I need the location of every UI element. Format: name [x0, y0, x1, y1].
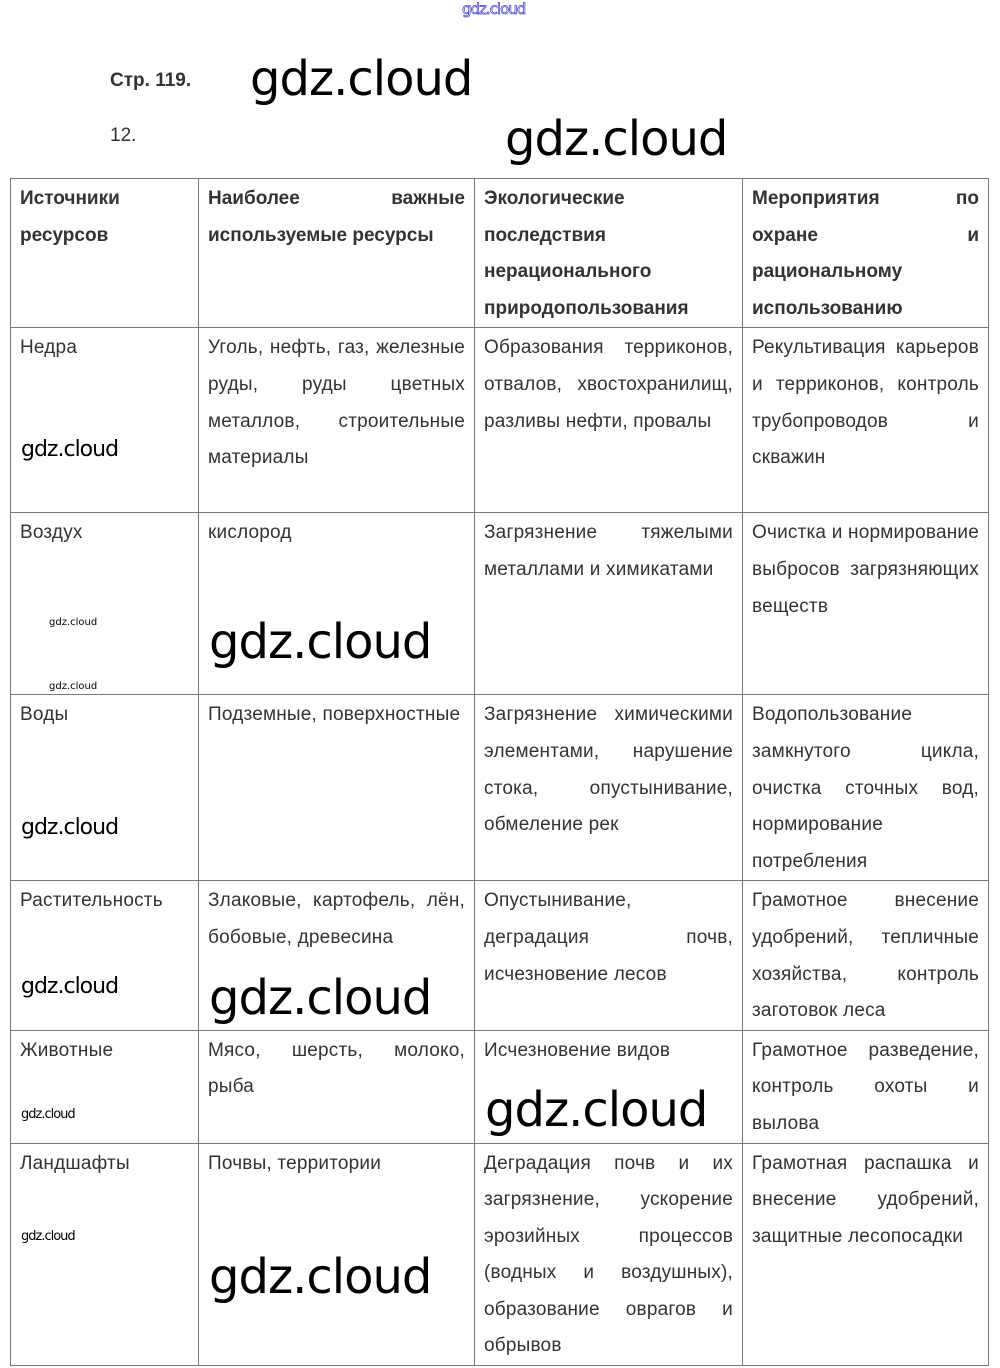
page-reference: Стр. 119. [110, 70, 192, 91]
watermark: gdz.cloud [250, 51, 473, 107]
table-row: Воды gdz.cloud Подземные, поверхностные … [10, 694, 989, 882]
cell-text: Грамотная распашка и внесение удобрений,… [752, 1152, 979, 1247]
cell-text: Загрязнение тяжелыми металлами и химикат… [484, 522, 733, 580]
cell-text: Исчезновение видов [484, 1039, 671, 1061]
table-cell: Грамотное внесение удобрений, тепличные … [742, 880, 989, 1031]
table-cell: Исчезновение видов gdz.cloud [474, 1029, 743, 1144]
cell-text: кислород [208, 522, 292, 544]
watermark: gdz.cloud [49, 616, 98, 628]
table-cell: Деградация почв и их загрязнение, ускоре… [474, 1142, 743, 1367]
cell-text: Рекультивация карьеров и терриконов, кон… [752, 337, 979, 469]
cell-text: Воды [20, 704, 69, 726]
cell-text: Ландшафты [20, 1152, 130, 1174]
table-cell: Очистка и нормирование выбросов загрязня… [742, 512, 989, 696]
watermark: gdz.cloud [485, 1082, 708, 1139]
table-cell: Растительность gdz.cloud [10, 880, 199, 1031]
cell-text: Злаковые, картофель, лён, бобовые, древе… [208, 890, 465, 948]
table-cell: Подземные, поверхностные [198, 694, 475, 882]
header-cell: Мероприятия по охране и рациональному ис… [742, 177, 989, 329]
header-text: Экологические последствия нерациональног… [484, 188, 689, 319]
watermark: gdz.cloud [462, 0, 527, 18]
resources-table: Источники ресурсов Наиболее важные испол… [10, 177, 989, 1367]
watermark: gdz.cloud [21, 815, 119, 841]
cell-text: Мясо, шерсть, молоко, рыба [208, 1039, 465, 1098]
table-cell: Недра gdz.cloud [10, 327, 199, 514]
header-text: Источники ресурсов [20, 188, 120, 246]
table-row: Ландшафты gdz.cloud Почвы, территории gd… [10, 1142, 989, 1367]
table-cell: Уголь, нефть, газ, железные руды, руды ц… [198, 327, 475, 514]
table-cell: Загрязнение химическими элементами, нару… [474, 694, 743, 882]
table-row: Воздух gdz.cloud gdz.cloud кислород gdz.… [10, 512, 989, 696]
header-text: Мероприятия по охране и рациональному ис… [752, 188, 979, 319]
table-cell: кислород gdz.cloud [198, 512, 475, 696]
cell-text: Растительность [20, 890, 163, 912]
table-cell: Загрязнение тяжелыми металлами и химикат… [474, 512, 743, 696]
cell-text: Животные [20, 1039, 114, 1061]
table-cell: Ландшафты gdz.cloud [10, 1142, 199, 1367]
table-cell: Мясо, шерсть, молоко, рыба [198, 1029, 475, 1144]
table-cell: Воды gdz.cloud [10, 694, 199, 882]
header-text: Наиболее важные используемые ресурсы [208, 188, 465, 246]
cell-text: Грамотное внесение удобрений, тепличные … [752, 890, 979, 1022]
watermark: gdz.cloud [209, 969, 432, 1026]
table-cell: Воздух gdz.cloud gdz.cloud [10, 512, 199, 696]
table-cell: Грамотная распашка и внесение удобрений,… [742, 1142, 989, 1367]
cell-text: Подземные, поверхностные [208, 704, 461, 726]
header-cell: Источники ресурсов [10, 177, 199, 329]
table-row: Недра gdz.cloud Уголь, нефть, газ, желез… [10, 327, 989, 514]
table-row: Растительность gdz.cloud Злаковые, карто… [10, 880, 989, 1031]
watermark: gdz.cloud [21, 1229, 76, 1245]
cell-text: Опустынивание, деградация почв, исчезнов… [484, 890, 733, 985]
cell-text: Грамотное разведение, контроль охоты и в… [752, 1039, 979, 1134]
exercise-number: 12. [110, 125, 137, 146]
watermark: gdz.cloud [209, 614, 432, 671]
cell-text: Уголь, нефть, газ, железные руды, руды ц… [208, 337, 465, 469]
table-cell: Рекультивация карьеров и терриконов, кон… [742, 327, 989, 514]
table-cell: Почвы, территории gdz.cloud [198, 1142, 475, 1367]
table-cell: Грамотное разведение, контроль охоты и в… [742, 1029, 989, 1144]
cell-text: Очистка и нормирование выбросов загрязня… [752, 522, 979, 617]
watermark: gdz.cloud [505, 111, 728, 167]
watermark: gdz.cloud [209, 1248, 432, 1305]
cell-text: Деградация почв и их загрязнение, ускоре… [484, 1152, 733, 1357]
cell-text: Образования терриконов, отвалов, хвостох… [484, 337, 733, 432]
cell-text: Почвы, территории [208, 1152, 382, 1174]
header-cell: Экологические последствия нерациональног… [474, 177, 743, 329]
watermark: gdz.cloud [21, 974, 119, 1000]
header-cell: Наиболее важные используемые ресурсы [198, 177, 475, 329]
table-cell: Опустынивание, деградация почв, исчезнов… [474, 880, 743, 1031]
table-cell: Злаковые, картофель, лён, бобовые, древе… [198, 880, 475, 1031]
cell-text: Воздух [20, 522, 83, 544]
cell-text: Загрязнение химическими элементами, нару… [484, 704, 733, 836]
table-cell: Водопользование замкнутого цикла, очистк… [742, 694, 989, 882]
table-header-row: Источники ресурсов Наиболее важные испол… [10, 177, 989, 329]
table-cell: Животные gdz.cloud [10, 1029, 199, 1144]
watermark: gdz.cloud [21, 437, 119, 463]
table-row: Животные gdz.cloud Мясо, шерсть, молоко,… [10, 1029, 989, 1144]
watermark: gdz.cloud [49, 680, 98, 692]
cell-text: Водопользование замкнутого цикла, очистк… [752, 704, 979, 872]
watermark: gdz.cloud [21, 1106, 76, 1122]
cell-text: Недра [20, 337, 78, 359]
table-cell: Образования терриконов, отвалов, хвостох… [474, 327, 743, 514]
